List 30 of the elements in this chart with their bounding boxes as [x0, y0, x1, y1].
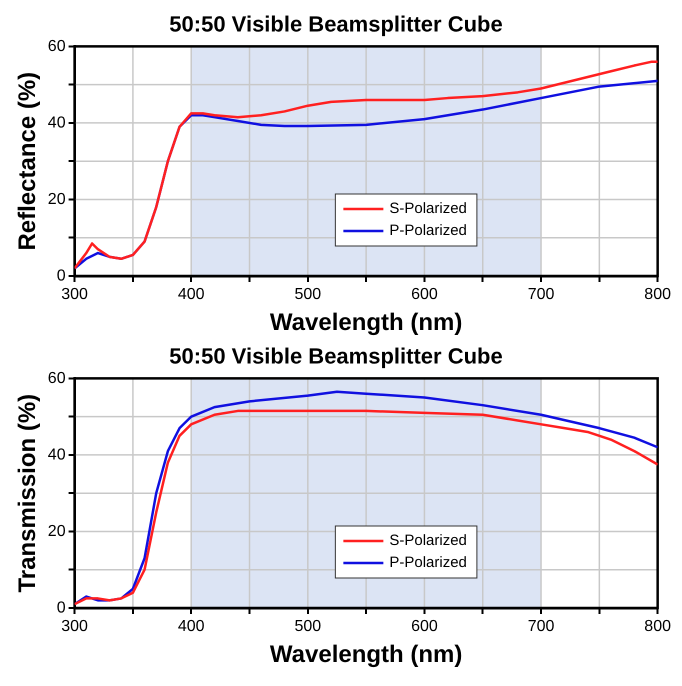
x-tick-label: 600	[411, 286, 438, 304]
x-tick-label: 800	[644, 618, 672, 636]
legend-label: S-Polarized	[389, 532, 467, 550]
y-tick-label: 40	[48, 446, 66, 464]
x-tick-label: 500	[294, 286, 322, 304]
x-tick-label: 500	[294, 618, 322, 636]
y-axis-title: Reflectance (%)	[14, 72, 42, 251]
x-axis-title: Wavelength (nm)	[270, 641, 462, 668]
y-tick-label: 20	[48, 190, 66, 208]
chart-title: 50:50 Visible Beamsplitter Cube	[169, 11, 503, 36]
y-tick-label: 60	[48, 370, 66, 387]
x-tick-label: 300	[61, 286, 88, 304]
x-tick-label: 700	[528, 618, 554, 636]
y-tick-label: 20	[48, 522, 66, 540]
x-tick-label: 300	[61, 618, 88, 636]
x-tick-label: 400	[178, 618, 205, 636]
legend-label: P-Polarized	[389, 222, 467, 240]
y-axis-title: Transmission (%)	[14, 394, 42, 593]
y-tick-label: 0	[56, 599, 66, 616]
legend-label: P-Polarized	[389, 554, 467, 572]
x-tick-label: 700	[528, 286, 554, 304]
x-tick-label: 600	[411, 618, 438, 636]
x-axis-title: Wavelength (nm)	[270, 309, 462, 336]
x-tick-label: 800	[644, 286, 672, 304]
y-tick-label: 40	[48, 114, 66, 132]
x-tick-label: 400	[178, 286, 205, 304]
y-tick-label: 0	[56, 267, 66, 284]
chart-title: 50:50 Visible Beamsplitter Cube	[169, 343, 503, 368]
y-tick-label: 60	[48, 38, 66, 55]
legend-label: S-Polarized	[389, 200, 467, 218]
